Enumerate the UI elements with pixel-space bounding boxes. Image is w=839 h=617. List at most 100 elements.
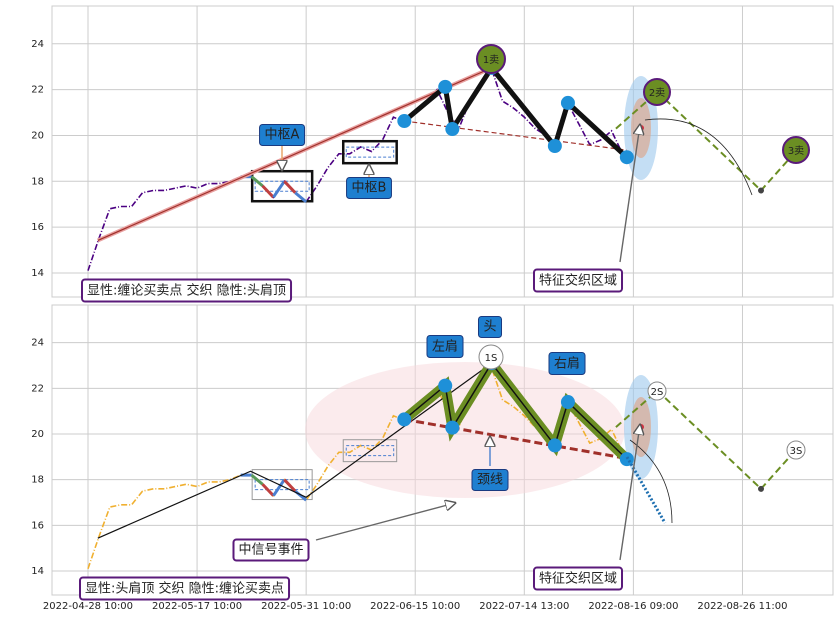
annotation: 右肩 [548,352,586,375]
annotation-box [79,576,291,601]
signal-marker [476,44,506,74]
annotation-box [532,566,624,591]
pivot-segment [250,473,264,486]
x-tick-label: 2022-04-28 10:00 [43,601,133,612]
trend-line [97,67,492,241]
signal-label: 1S [485,353,498,364]
signal-marker [782,136,810,164]
y-tick-label: 18 [31,176,44,187]
stroke-vertex [560,395,575,410]
y-tick-label: 24 [31,39,44,50]
pivot-inner [345,146,395,158]
pivot-inner [254,180,310,192]
signal-marker [643,78,671,106]
pivot-segment [261,184,275,199]
x-tick-label: 2022-08-26 11:00 [697,601,787,612]
y-tick-label: 22 [31,85,44,96]
annotation-label: 中枢B [352,181,387,196]
stroke-vertex [438,79,453,94]
signal-marker [478,344,504,370]
annotation: 特征交织区域 [532,566,624,591]
stroke-vertex [547,438,562,453]
annotation: 左肩 [426,335,464,358]
signal-label: 1卖 [483,54,499,66]
x-tick-label: 2022-05-17 10:00 [152,601,242,612]
pivot-segment [272,180,286,199]
pivot-box [342,439,398,463]
annotation-box [532,268,624,293]
arrow [619,425,640,561]
projection-dot [758,485,765,492]
annotation-box [477,316,503,338]
projection-dot [758,187,765,194]
arc [629,439,673,524]
pivot-box [341,139,398,165]
x-tick-label: 2022-08-16 09:00 [588,601,678,612]
y-tick-label: 24 [31,338,44,349]
y-tick-label: 14 [31,268,44,279]
projection [615,389,798,491]
neckline [404,120,627,151]
annotation-label: 显性:头肩顶 交织 隐性:缠论买卖点 [85,581,284,597]
y-tick-label: 16 [31,520,44,531]
signal-marker [786,440,806,460]
signal-marker [647,381,667,401]
annotation: 中信号事件 [232,538,310,562]
annotation-label: 特征交织区域 [539,571,617,587]
pivot-segment [250,175,264,188]
stroke-vertex [397,114,412,129]
x-tick-label: 2022-06-15 10:00 [370,601,460,612]
pivot-segment [272,478,286,497]
annotation-box [426,335,464,358]
annotation-box [346,177,392,199]
pivot-segment [283,180,297,194]
annotation: 颈线 [471,469,509,491]
plot-area [51,5,834,298]
neckline [404,417,628,460]
annotation-box [259,124,306,146]
stroke-vertex [547,139,562,154]
annotation-label: 中信号事件 [238,543,303,558]
stroke-vertex [438,378,453,393]
annotation-label: 特征交织区域 [539,273,617,289]
projection [615,90,798,192]
y-tick-label: 18 [31,475,44,486]
signal-label: 3S [790,446,803,457]
annotation-label: 显性:缠论买卖点 交织 隐性:头肩顶 [87,283,286,299]
annotation-box [232,538,310,562]
pivot-inner [345,445,395,457]
pivot-segment [283,478,297,493]
annotation: 头 [477,316,503,338]
stroke-vertex [445,420,460,435]
annotation-label: 左肩 [432,339,458,355]
pivot-inner [254,479,310,491]
annotation-box [548,352,586,375]
y-tick-label: 22 [31,383,44,394]
annotation-label: 右肩 [554,356,580,372]
annotation: 中枢B [346,177,392,199]
y-tick-label: 20 [31,130,44,141]
pivot-segment [294,191,308,204]
signal-label: 2S [651,387,664,398]
arrow [619,125,640,263]
annotation-box [81,278,293,303]
annotation: 中枢A [259,124,306,146]
annotation: 显性:头肩顶 交织 隐性:缠论买卖点 [79,576,291,601]
stroke-vertex [619,150,634,165]
arrow [315,503,455,541]
trend-line [97,362,492,539]
x-tick-label: 2022-07-14 13:00 [479,601,569,612]
y-tick-label: 14 [31,566,44,577]
stroke-vertex [397,412,412,427]
stroke-vertex [560,95,575,110]
annotation-label: 中枢A [265,128,300,143]
annotation: 特征交织区域 [532,268,624,293]
annotation: 显性:缠论买卖点 交织 隐性:头肩顶 [81,278,293,303]
x-tick-label: 2022-05-31 10:00 [261,601,351,612]
stroke-vertex [445,122,460,137]
pivot-box [251,469,313,501]
signal-label: 2卖 [649,87,665,99]
signal-label: 3卖 [788,145,804,157]
annotation-label: 头 [483,320,496,335]
